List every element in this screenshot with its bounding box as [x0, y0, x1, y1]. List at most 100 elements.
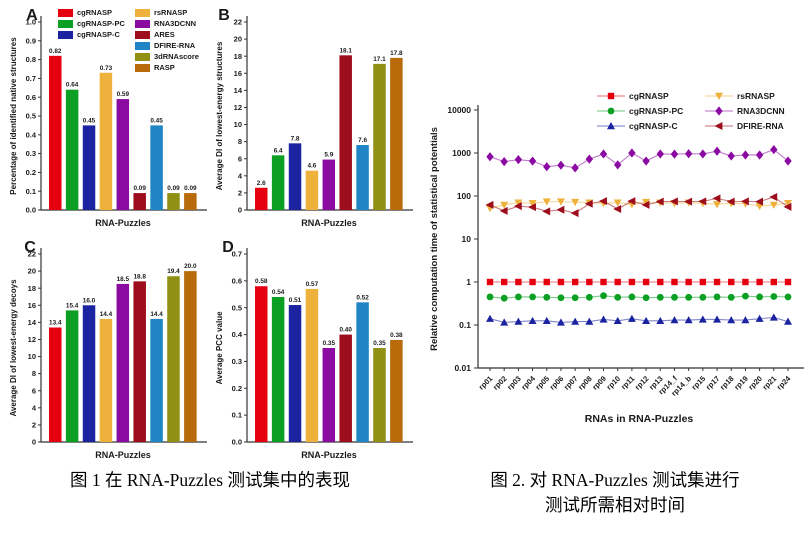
y-tick-label: 22: [28, 250, 36, 259]
bar-RNA3DCNN: [322, 348, 336, 442]
bar-value-label: 18.8: [133, 273, 146, 280]
bar-DFIRE-RNA: [150, 125, 163, 210]
marker-circle: [529, 293, 536, 301]
marker-triangle-left: [485, 200, 494, 209]
marker-diamond: [755, 150, 764, 160]
marker-diamond: [684, 149, 693, 159]
legend-item-cgRNASP-PC: cgRNASP-PC: [58, 19, 125, 28]
bar-value-label: 0.58: [255, 278, 268, 285]
marker-circle: [685, 293, 693, 301]
marker-circle: [614, 293, 622, 301]
marker-triangle-up: [713, 315, 722, 323]
bar-value-label: 0.82: [49, 48, 62, 55]
marker-triangle-down: [542, 198, 551, 206]
legend-color-chip: [134, 41, 150, 50]
marker-diamond: [486, 152, 494, 162]
legend-item-DFIRE-RNA: DFIRE-RNA: [134, 41, 199, 50]
bar-value-label: 18.5: [117, 276, 130, 283]
bar-value-label: 0.45: [150, 117, 163, 124]
marker-diamond: [656, 149, 664, 159]
bar-value-label: 0.64: [66, 82, 79, 89]
marker-triangle-up: [486, 314, 494, 322]
legend-column-2: rsRNASP RNA3DCNN ARES DFIRE-RNA 3dRNAscore RA…: [134, 8, 199, 72]
x-tick-label: rp05: [534, 374, 552, 392]
marker-square: [628, 278, 636, 286]
marker-diamond: [727, 151, 735, 161]
y-tick-label: 0.6: [26, 93, 36, 102]
legend-label: cgRNASP-C: [77, 30, 120, 39]
y-tick-label: 16: [234, 69, 242, 78]
marker-diamond: [571, 163, 579, 173]
bar-value-label: 0.52: [356, 294, 369, 301]
marker-circle: [500, 294, 508, 302]
marker-triangle-up: [656, 316, 665, 325]
marker-triangle-up: [684, 316, 693, 324]
marker-triangle-up: [500, 318, 509, 326]
marker-square: [742, 278, 749, 286]
bar-DFIRE-RNA: [356, 145, 369, 210]
bar-cgRNASP-C: [82, 305, 96, 442]
marker-triangle-up: [670, 316, 679, 324]
marker-triangle-up: [556, 318, 565, 326]
marker-triangle-left: [726, 197, 735, 206]
bar-value-label: 0.40: [339, 327, 352, 334]
marker-circle: [557, 294, 565, 302]
legend-label: 3dRNAscore: [153, 52, 199, 61]
marker-triangle-left: [613, 204, 622, 213]
legend-item-cgRNASP: cgRNASP: [597, 91, 669, 101]
figure-1-caption: 图 1 在 RNA-Puzzles 测试集中的表现: [70, 470, 350, 490]
figure-2-caption: 图 2. 对 RNA-Puzzles 测试集进行 测试所需相对时间: [420, 468, 810, 519]
bar-value-label: 0.54: [272, 289, 285, 296]
bar-value-label: 16.0: [83, 297, 96, 304]
bar-3dRNAscore: [373, 348, 386, 442]
bar-value-label: 0.57: [306, 281, 319, 288]
x-tick-label: rp09: [590, 374, 608, 392]
y-tick-label: 4: [32, 403, 37, 412]
marker-square: [529, 278, 536, 286]
marker-square: [699, 278, 707, 286]
bar-rsRNASP: [99, 72, 113, 210]
marker-square: [586, 278, 593, 286]
x-tick-label: rp01: [477, 374, 495, 392]
legend-item-RNA3DCNN: RNA3DCNN: [705, 106, 785, 116]
marker-triangle-left: [712, 194, 721, 203]
marker-triangle-left: [669, 197, 678, 206]
legend-label: cgRNASP-PC: [629, 106, 683, 116]
legend-item-cgRNASP-PC: cgRNASP-PC: [597, 106, 683, 116]
marker-square: [784, 278, 792, 286]
marker-triangle-left: [641, 200, 650, 209]
y-tick-label: 0: [32, 438, 36, 447]
y-tick-label: 12: [28, 335, 36, 344]
marker-triangle-down: [571, 198, 580, 207]
marker-triangle-up: [769, 313, 778, 321]
legend-item-cgRNASP: cgRNASP: [58, 8, 125, 17]
bar-value-label: 0.35: [323, 340, 336, 347]
legend-label: RASP: [153, 63, 175, 72]
x-tick-label: rp11: [619, 374, 636, 391]
bar-rsRNASP: [99, 318, 113, 442]
y-tick-label: 0.2: [26, 168, 36, 177]
legend-label: RNA3DCNN: [737, 106, 785, 116]
marker-diamond: [528, 156, 537, 166]
bars: 0.82 0.64 0.45 0.73 0.59 0.09 0.45 0.09 0.09: [49, 48, 197, 211]
bar-value-label: 0.51: [289, 297, 302, 304]
marker-triangle-left: [584, 199, 593, 208]
bar-value-label: 0.45: [83, 117, 96, 124]
series-cgRNASP-C: [486, 313, 792, 326]
y-tick-label: 6: [32, 386, 36, 395]
y-tick-label: 0.9: [26, 36, 36, 45]
legend-label: cgRNASP-C: [629, 121, 678, 131]
bar-value-label: 0.59: [117, 91, 130, 98]
bar-3dRNAscore: [167, 193, 180, 210]
x-tick-label: rp24: [775, 373, 793, 391]
legend-item-RASP: RASP: [134, 63, 199, 72]
marker-circle: [607, 107, 615, 115]
marker-triangle-left: [714, 122, 723, 130]
figure-2-legend: cgRNASP cgRNASP-PC cgRNASP-C rsRNASP RNA3DCN…: [597, 91, 785, 131]
marker-triangle-down: [613, 199, 622, 207]
bar-cgRNASP-C: [82, 125, 96, 210]
marker-square: [571, 278, 579, 286]
x-tick-label: rp15: [690, 374, 708, 392]
bar-value-label: 15.4: [66, 302, 79, 309]
